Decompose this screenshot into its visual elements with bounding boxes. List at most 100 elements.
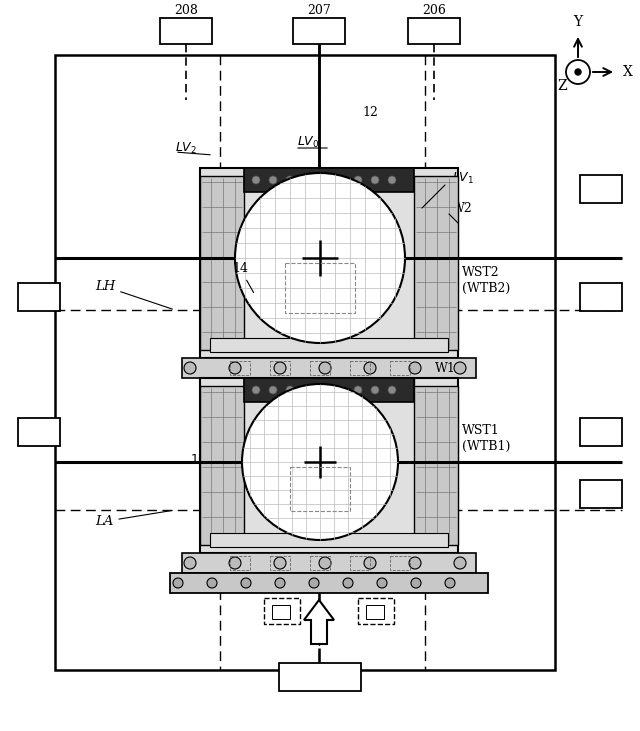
- Bar: [580, 480, 622, 508]
- Circle shape: [320, 386, 328, 394]
- Circle shape: [184, 362, 196, 374]
- Bar: [200, 168, 458, 358]
- Bar: [160, 18, 212, 44]
- Text: LA: LA: [95, 510, 172, 528]
- Text: 218: 218: [27, 425, 51, 439]
- Text: 229: 229: [589, 488, 613, 501]
- Circle shape: [229, 362, 241, 374]
- Bar: [244, 168, 414, 192]
- Bar: [210, 338, 448, 352]
- Text: $LV_1$: $LV_1$: [452, 170, 474, 186]
- Text: $166_2$: $166_2$: [420, 452, 451, 468]
- Bar: [390, 361, 410, 375]
- Bar: [272, 605, 290, 619]
- Bar: [200, 176, 244, 350]
- Circle shape: [371, 176, 379, 184]
- Bar: [293, 18, 345, 44]
- Circle shape: [409, 557, 421, 569]
- Bar: [366, 605, 384, 619]
- Circle shape: [371, 386, 379, 394]
- Circle shape: [242, 384, 398, 540]
- Circle shape: [291, 381, 307, 397]
- Text: WST1: WST1: [462, 423, 500, 436]
- Bar: [230, 556, 250, 570]
- Bar: [290, 467, 350, 511]
- Bar: [408, 18, 460, 44]
- Text: (WTB1): (WTB1): [462, 439, 510, 452]
- Circle shape: [286, 176, 294, 184]
- Text: 12: 12: [362, 105, 378, 118]
- Circle shape: [411, 578, 421, 588]
- Circle shape: [184, 557, 196, 569]
- Circle shape: [445, 578, 455, 588]
- Text: $LV_2$: $LV_2$: [175, 140, 197, 156]
- Bar: [200, 378, 458, 553]
- Circle shape: [409, 362, 421, 374]
- Circle shape: [388, 386, 396, 394]
- Text: $166_1$: $166_1$: [189, 452, 220, 468]
- Circle shape: [275, 578, 285, 588]
- Text: W2: W2: [452, 202, 473, 214]
- Text: Z: Z: [557, 79, 567, 93]
- Circle shape: [354, 386, 362, 394]
- Text: 226: 226: [589, 183, 613, 195]
- Circle shape: [388, 176, 396, 184]
- Bar: [230, 361, 250, 375]
- Bar: [55, 55, 555, 670]
- Circle shape: [303, 386, 311, 394]
- Circle shape: [575, 69, 581, 75]
- Text: 206: 206: [422, 4, 446, 17]
- Circle shape: [274, 362, 286, 374]
- Circle shape: [309, 578, 319, 588]
- Bar: [414, 386, 458, 545]
- Bar: [358, 598, 394, 624]
- Circle shape: [269, 176, 277, 184]
- Bar: [285, 263, 355, 313]
- Circle shape: [229, 557, 241, 569]
- Text: 208: 208: [174, 4, 198, 17]
- Circle shape: [319, 362, 331, 374]
- Bar: [580, 418, 622, 446]
- Bar: [270, 361, 290, 375]
- Bar: [170, 573, 488, 593]
- Circle shape: [274, 557, 286, 569]
- Bar: [244, 378, 414, 400]
- Circle shape: [454, 362, 466, 374]
- Bar: [270, 556, 290, 570]
- Bar: [200, 386, 244, 545]
- Text: X: X: [623, 65, 633, 79]
- Text: Y: Y: [573, 15, 582, 29]
- Text: 209: 209: [330, 670, 354, 683]
- Circle shape: [337, 176, 345, 184]
- Circle shape: [364, 362, 376, 374]
- Circle shape: [319, 557, 331, 569]
- Bar: [210, 533, 448, 547]
- Bar: [274, 194, 334, 206]
- Text: 228: 228: [589, 425, 613, 439]
- Circle shape: [337, 386, 345, 394]
- Text: 227: 227: [589, 290, 613, 303]
- Circle shape: [303, 176, 311, 184]
- Bar: [390, 556, 410, 570]
- Text: 207: 207: [307, 4, 331, 17]
- Bar: [310, 361, 330, 375]
- Bar: [350, 556, 370, 570]
- Bar: [414, 176, 458, 350]
- Bar: [310, 556, 330, 570]
- Circle shape: [364, 557, 376, 569]
- Circle shape: [252, 386, 260, 394]
- Circle shape: [566, 60, 590, 84]
- Bar: [18, 418, 60, 446]
- Bar: [18, 283, 60, 311]
- Text: 14: 14: [232, 262, 253, 292]
- Circle shape: [269, 386, 277, 394]
- Circle shape: [252, 176, 260, 184]
- Bar: [182, 553, 476, 573]
- Circle shape: [343, 578, 353, 588]
- Circle shape: [320, 176, 328, 184]
- Circle shape: [207, 578, 217, 588]
- Bar: [244, 378, 414, 402]
- Text: 217: 217: [27, 290, 51, 303]
- Circle shape: [241, 578, 251, 588]
- Bar: [580, 175, 622, 203]
